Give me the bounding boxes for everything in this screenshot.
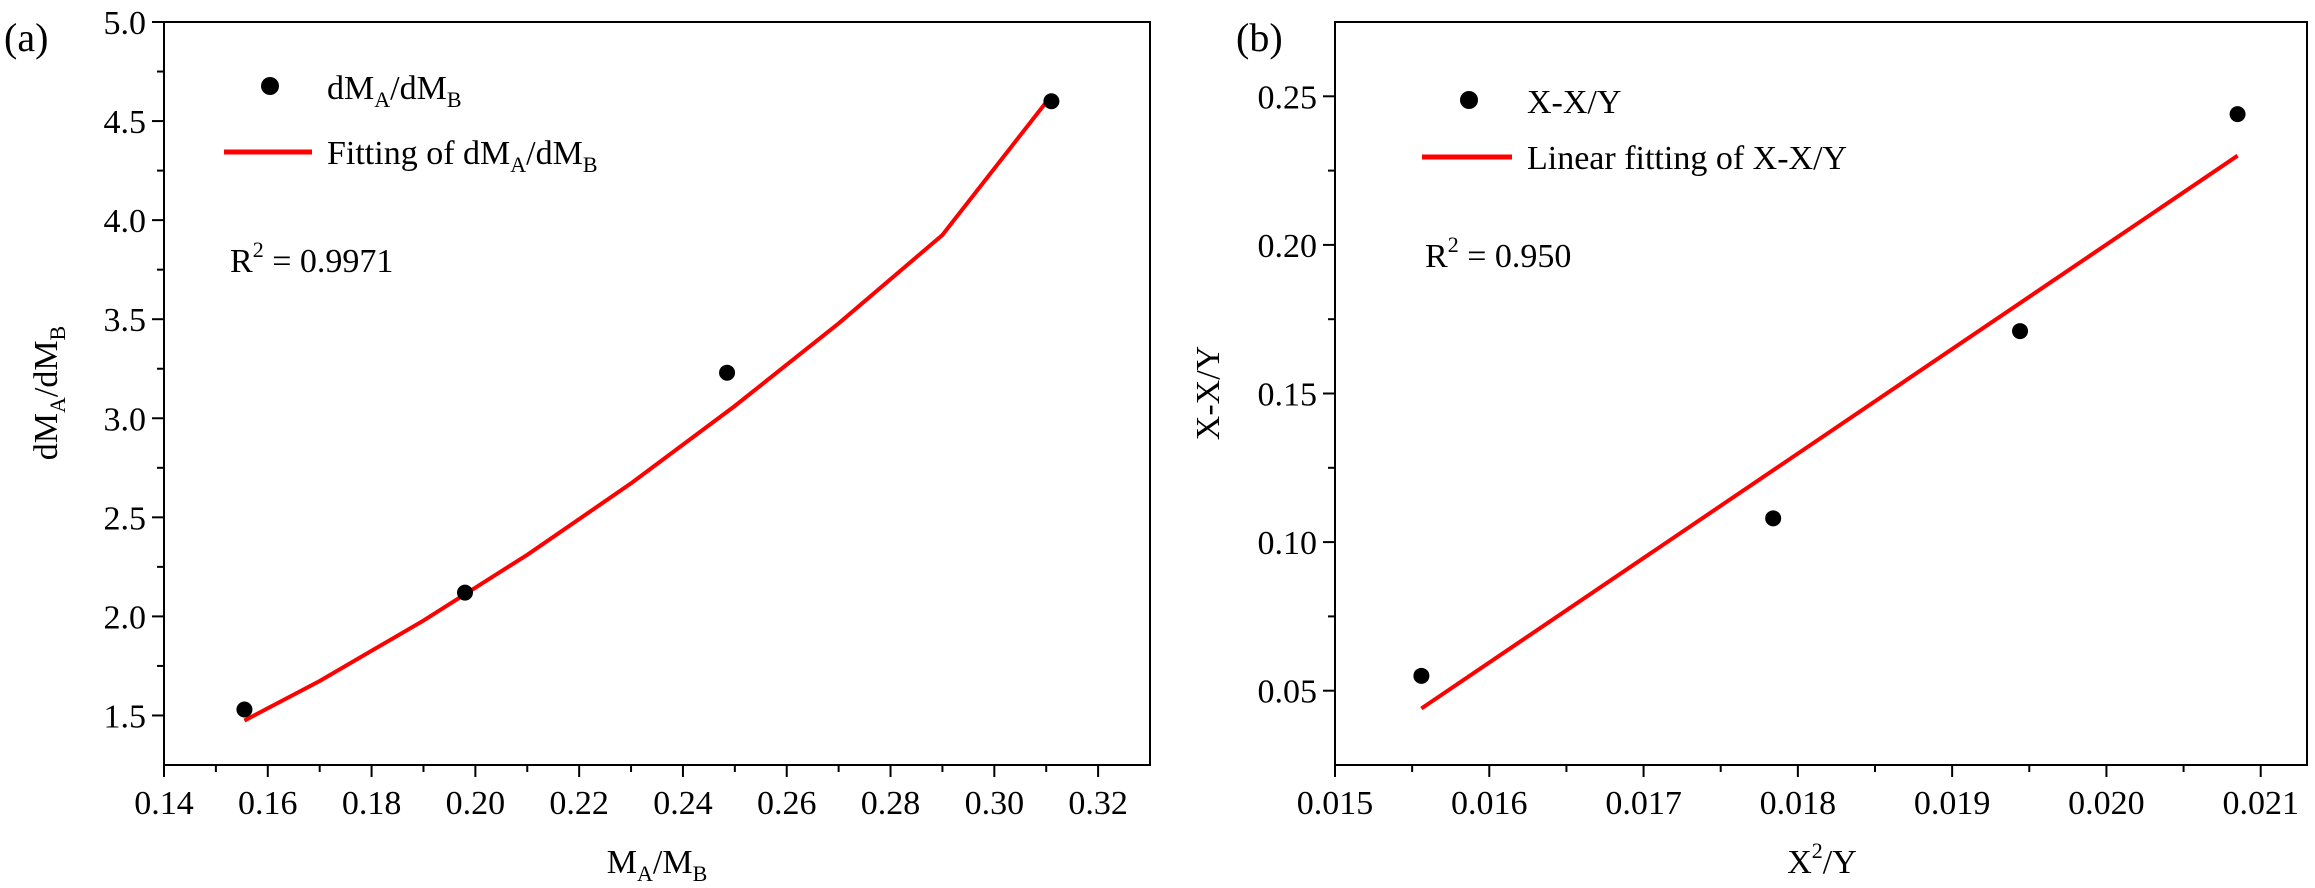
chart-a-r-squared-annotation: R2 = 0.9971 bbox=[230, 237, 393, 280]
chart-b-fit-line bbox=[1420, 154, 2239, 711]
chart-b-x-axis-label: X2/Y bbox=[1787, 838, 1857, 881]
chart-a-x-tick-label: 0.20 bbox=[446, 785, 506, 822]
chart-a-axis-ticks bbox=[152, 21, 1100, 777]
chart-b-r-squared-annotation: R2 = 0.950 bbox=[1425, 232, 1571, 275]
chart-a-data-point bbox=[719, 364, 736, 381]
chart-b-x-tick-labels: 0.015 0.016 0.017 0.018 0.019 0.020 0.021 bbox=[1297, 785, 2299, 822]
chart-a-x-tick-label: 0.30 bbox=[965, 785, 1025, 822]
chart-b-y-axis-label: X-X/Y bbox=[1190, 346, 1227, 440]
chart-b-y-tick-label: 0.20 bbox=[1258, 228, 1318, 265]
chart-a-point-series bbox=[236, 93, 1060, 718]
chart-a: (a) 1.52.02.53.03.54.04.55.0 0.14 0.16 0.1… bbox=[4, 5, 1151, 886]
chart-a-x-tick-label: 0.24 bbox=[653, 785, 713, 822]
chart-b-x-tick-label: 0.015 bbox=[1297, 785, 1374, 822]
chart-a-x-tick-label: 0.18 bbox=[342, 785, 402, 822]
chart-a-y-tick-label: 1.5 bbox=[104, 698, 147, 735]
chart-b-x-tick-label: 0.016 bbox=[1451, 785, 1528, 822]
chart-b-data-point bbox=[2229, 106, 2246, 123]
chart-a-y-tick-label: 3.5 bbox=[104, 302, 147, 339]
chart-a-y-axis-label: dMA/dMB bbox=[28, 326, 70, 461]
chart-a-y-tick-label: 5.0 bbox=[104, 5, 147, 42]
chart-a-x-axis-label: MA/MB bbox=[607, 844, 708, 886]
chart-a-legend-label-fit: Fitting of dMA/dMB bbox=[327, 135, 598, 177]
chart-b-y-tick-label: 0.10 bbox=[1258, 525, 1318, 562]
chart-b-y-tick-label: 0.15 bbox=[1258, 377, 1318, 414]
chart-a-data-point bbox=[456, 584, 473, 601]
chart-b-fit-series bbox=[1420, 154, 2239, 711]
chart-b-plot-frame bbox=[1334, 21, 2308, 766]
chart-a-x-tick-label: 0.16 bbox=[238, 785, 298, 822]
chart-b-data-point bbox=[1765, 510, 1782, 527]
chart-a-x-tick-label: 0.14 bbox=[134, 785, 194, 822]
chart-b-y-tick-labels: 0.05 0.10 0.15 0.20 0.25 bbox=[1258, 79, 1318, 710]
chart-a-fit-line bbox=[243, 94, 1053, 723]
chart-a-y-tick-label: 3.0 bbox=[104, 401, 147, 438]
chart-a-plot-frame bbox=[163, 21, 1151, 766]
chart-a-y-tick-label: 4.0 bbox=[104, 203, 147, 240]
chart-b-legend-marker-points bbox=[1460, 91, 1478, 109]
chart-b: (b) 0.05 0.10 0.15 0.20 0.25 0.015 0.016 0.017… bbox=[1190, 15, 2308, 881]
chart-a-legend: dMA/dMB Fitting of dMA/dMB bbox=[224, 70, 598, 177]
chart-b-x-tick-label: 0.020 bbox=[2068, 785, 2145, 822]
chart-a-x-tick-label: 0.28 bbox=[861, 785, 921, 822]
chart-a-y-tick-label: 2.5 bbox=[104, 500, 147, 537]
chart-b-point-series bbox=[1413, 106, 2246, 684]
chart-b-axis-ticks bbox=[1323, 95, 2262, 777]
chart-a-legend-label-points: dMA/dMB bbox=[327, 70, 462, 112]
chart-a-y-tick-label: 4.5 bbox=[104, 104, 147, 141]
chart-a-data-point bbox=[236, 701, 253, 718]
chart-a-legend-marker-points bbox=[261, 77, 279, 95]
chart-b-y-tick-label: 0.05 bbox=[1258, 674, 1318, 711]
chart-b-x-tick-label: 0.019 bbox=[1914, 785, 1991, 822]
chart-a-x-tick-label: 0.26 bbox=[757, 785, 817, 822]
chart-a-y-tick-label: 2.0 bbox=[104, 599, 147, 636]
chart-b-x-tick-label: 0.017 bbox=[1605, 785, 1682, 822]
chart-b-legend: X-X/Y Linear fitting of X-X/Y bbox=[1422, 84, 1847, 177]
chart-b-panel-label: (b) bbox=[1236, 15, 1283, 60]
chart-a-panel-label: (a) bbox=[4, 15, 48, 60]
chart-b-y-tick-label: 0.25 bbox=[1258, 79, 1318, 116]
chart-a-fit-series bbox=[243, 94, 1053, 723]
chart-a-x-tick-labels: 0.14 0.16 0.18 0.20 0.22 0.24 0.26 0.28 0.30 0.32 bbox=[134, 785, 1128, 822]
chart-a-y-tick-labels: 1.5 2.0 2.5 3.0 3.5 4.0 4.5 5.0 bbox=[104, 5, 147, 735]
chart-b-x-tick-label: 0.018 bbox=[1760, 785, 1837, 822]
chart-a-x-tick-label: 0.32 bbox=[1068, 785, 1128, 822]
chart-a-x-tick-label: 0.22 bbox=[549, 785, 609, 822]
chart-b-data-point bbox=[2012, 323, 2029, 340]
chart-b-data-point bbox=[1413, 667, 1430, 684]
chart-b-legend-label-points: X-X/Y bbox=[1527, 84, 1621, 121]
chart-b-legend-label-fit: Linear fitting of X-X/Y bbox=[1527, 140, 1847, 177]
chart-b-x-tick-label: 0.021 bbox=[2222, 785, 2299, 822]
chart-a-data-point bbox=[1043, 93, 1060, 110]
